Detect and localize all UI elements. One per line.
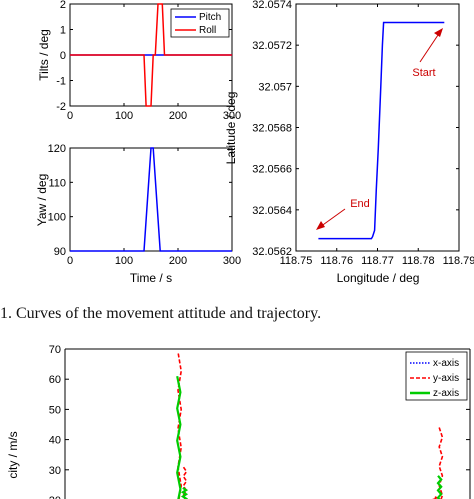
yaw-xtick-label: 0 <box>67 255 73 267</box>
trajectory-ticks: 118.75 118.76 118.77 118.78 118.79 32.0562 32.… <box>252 0 474 267</box>
yaw-series-0-line <box>70 147 232 252</box>
trajectory-ytick-label: 32.0574 <box>252 0 292 11</box>
start-arrow <box>419 31 441 63</box>
yaw-xtick-label: 200 <box>169 255 187 267</box>
tilts-ytick-label: -1 <box>56 76 66 88</box>
tilts-ytick-label: 2 <box>60 0 66 11</box>
tilts-ytick-label: -2 <box>56 101 66 113</box>
velocity-ytick-label: 60 <box>49 374 61 386</box>
tilts-xtick-label: 200 <box>169 110 187 122</box>
yaw-ylabel: Yaw / deg <box>35 174 49 226</box>
velocity-legend-y: y-axis <box>433 373 459 384</box>
tilts-legend-box <box>170 8 230 38</box>
tilts-ylabel: Tilts / deg <box>37 29 51 81</box>
yaw-xlabel: Time / s <box>130 271 172 285</box>
trajectory-xtick-label: 118.78 <box>402 255 435 267</box>
trajectory-xlabel: Longitude / deg <box>337 271 420 285</box>
velocity-panel: 20 30 40 50 60 70 city / m/s x-axis y-axis z-… <box>6 344 471 499</box>
velocity-y-axis-spike <box>438 427 444 499</box>
start-arrowhead <box>434 28 443 37</box>
trajectory-ylabel: Latitude / deg <box>224 92 238 165</box>
tilts-ytick-label: 0 <box>60 50 66 62</box>
yaw-ytick-label: 90 <box>54 246 66 258</box>
velocity-z-axis-spike <box>176 375 182 499</box>
tilts-panel: 0 100 200 300 -2 -1 0 1 2 Tilts / deg Pitch Roll <box>37 0 241 122</box>
trajectory-panel: 118.75 118.76 118.77 118.78 118.79 32.0562 32.… <box>224 0 474 285</box>
velocity-legend-z: z-axis <box>433 388 459 399</box>
yaw-lines <box>70 147 232 252</box>
tilts-lines <box>70 3 232 107</box>
tilts-legend-pitch: Pitch <box>199 12 221 23</box>
trajectory-ytick-label: 32.0564 <box>252 205 292 217</box>
start-annotation: Start <box>412 28 443 79</box>
velocity-z-axis-spike <box>436 475 443 499</box>
tilts-legend: Pitch Roll <box>170 8 230 38</box>
yaw-ytick-label: 100 <box>48 212 66 224</box>
figure-caption: 1. Curves of the movement attitude and t… <box>0 305 321 322</box>
yaw-plot-area <box>69 147 233 252</box>
velocity-ytick-label: 70 <box>49 344 61 356</box>
trajectory-ytick-label: 32.0568 <box>252 123 292 135</box>
trajectory-series-0-line <box>318 21 445 240</box>
yaw-ytick-label: 120 <box>48 143 66 155</box>
trajectory-ytick-label: 32.057 <box>258 81 292 93</box>
velocity-legend-x: x-axis <box>433 358 459 369</box>
tilts-xtick-label: 100 <box>115 110 133 122</box>
velocity-lines <box>176 351 444 499</box>
velocity-y-axis-spike <box>177 351 183 499</box>
end-annotation: End <box>316 198 370 230</box>
tilts-xtick-label: 300 <box>223 110 241 122</box>
velocity-z-axis-spike <box>180 486 189 499</box>
end-label: End <box>350 198 370 210</box>
velocity-ytick-label: 40 <box>49 435 61 447</box>
trajectory-xtick-label: 118.75 <box>280 255 313 267</box>
end-arrow <box>319 208 346 228</box>
yaw-xtick-label: 100 <box>115 255 133 267</box>
end-arrowhead <box>316 221 325 230</box>
trajectory-xtick-label: 118.77 <box>361 255 394 267</box>
tilts-legend-roll: Roll <box>199 25 216 36</box>
trajectory-xtick-label: 118.76 <box>320 255 353 267</box>
tilts-xtick-label: 0 <box>67 110 73 122</box>
yaw-panel: 0 100 200 300 90 100 110 120 Yaw / deg Time / s <box>35 143 241 285</box>
trajectory-ytick-label: 32.0562 <box>252 246 292 258</box>
tilts-series-roll-line <box>70 3 232 107</box>
velocity-ytick-label: 30 <box>49 465 61 477</box>
trajectory-ytick-label: 32.0566 <box>252 164 292 176</box>
velocity-ytick-label: 20 <box>49 495 61 499</box>
trajectory-xtick-label: 118.79 <box>443 255 474 267</box>
velocity-ylabel: city / m/s <box>6 431 20 478</box>
velocity-legend: x-axis y-axis z-axis <box>405 351 468 401</box>
yaw-ticks: 0 100 200 300 90 100 110 120 <box>48 143 242 267</box>
yaw-xtick-label: 300 <box>223 255 241 267</box>
trajectory-ytick-label: 32.0572 <box>252 40 292 52</box>
tilts-ytick-label: 1 <box>60 25 66 37</box>
yaw-ytick-label: 110 <box>48 177 66 189</box>
start-label: Start <box>412 67 435 79</box>
trajectory-lines <box>318 21 445 240</box>
velocity-ticks: 20 30 40 50 60 70 <box>49 344 470 499</box>
velocity-ytick-label: 50 <box>49 404 61 416</box>
